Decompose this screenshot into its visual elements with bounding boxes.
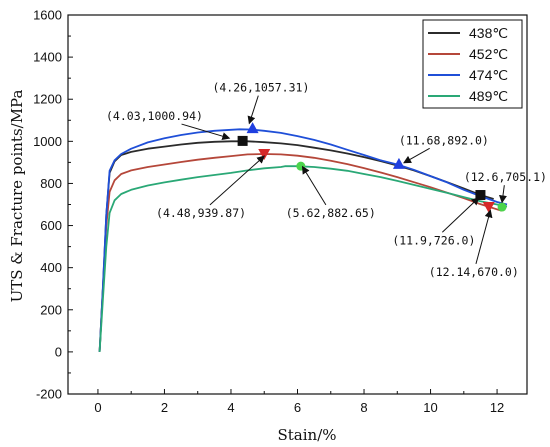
annotation-label: (4.26,1057.31) [212,81,309,95]
series-line [98,128,508,352]
y-tick-label: 200 [40,302,62,317]
y-tick-label: 1600 [33,8,62,23]
y-tick-label: 400 [40,260,62,275]
annotation-arrow [247,95,259,125]
y-tick-label: 800 [40,176,62,191]
square-marker [475,190,486,201]
annotation-arrow [181,123,231,141]
x-tick-label: 4 [227,400,234,415]
square-marker [237,135,248,146]
legend-label: 474℃ [469,67,508,83]
legend-label: 452℃ [469,46,508,62]
annotation-arrow [301,165,327,206]
annotation-label: (12.14,670.0) [429,265,519,279]
y-tick-label: 600 [40,218,62,233]
x-tick-label: 2 [161,400,168,415]
x-tick-label: 10 [423,400,437,415]
marker-layer [237,122,507,214]
series-layer [98,128,508,352]
triangle-down-marker [482,202,495,214]
annotation-label: (12.6,705.1) [464,170,547,184]
annotation-label: (11.9,726.0) [392,233,475,247]
circle-marker [497,202,507,212]
annotation-arrow [209,155,265,206]
annotation-label: (11.68,892.0) [399,133,489,147]
legend-box [422,19,523,109]
annotation-arrow [441,197,480,233]
x-tick-label: 12 [490,400,504,415]
y-axis-title: UTS & Fracture points/MPa [8,90,26,303]
annotation-arrow [403,147,430,164]
y-tick-label: -200 [36,387,62,402]
x-tick-label: 8 [360,400,367,415]
legend: 438℃ 452℃ 474℃ 489℃ [422,19,523,109]
legend-label: 438℃ [469,25,508,41]
triangle-up-marker [246,122,259,134]
series-line [98,165,508,352]
x-axis-title: Stain/% [277,426,336,444]
annotation-label: (5.62,882.65) [286,206,376,220]
x-tick-label: 6 [294,400,301,415]
y-tick-label: 1400 [33,50,62,65]
y-tick-label: 1200 [33,92,62,107]
x-tick-label: 0 [94,400,101,415]
annotation-label: (4.48,939.87) [156,206,246,220]
annotation-layer: (4.26,1057.31) (4.03,1000.94) (4.48,939.87… [106,81,547,279]
annotation-arrow [475,209,493,265]
triangle-down-marker [258,148,271,160]
triangle-up-marker [392,157,405,169]
annotation-label: (4.03,1000.94) [106,109,203,123]
y-tick-label: 0 [55,344,62,359]
y-tick-label: 1000 [33,134,62,149]
legend-label: 489℃ [469,88,508,104]
axes: 0 2 4 6 8 10 12 -200 0 200 400 600 800 1000 1200 1400 16… [33,8,504,416]
annotation-arrow [499,185,507,204]
